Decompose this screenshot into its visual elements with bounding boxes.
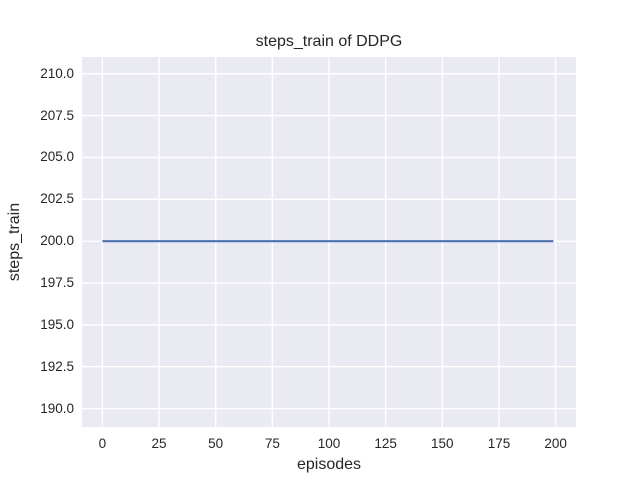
y-tick-label: 200.0 [40, 233, 74, 249]
y-tick-label: 192.5 [40, 358, 74, 374]
y-tick-label: 205.0 [40, 149, 74, 165]
y-tick-label: 202.5 [40, 191, 74, 207]
x-tick-label: 100 [317, 436, 341, 451]
x-tick-label: 50 [208, 436, 224, 451]
plot-canvas [82, 57, 576, 427]
plot-area [82, 57, 576, 427]
y-tick-label: 195.0 [40, 316, 74, 332]
chart-title: steps_train of DDPG [255, 33, 403, 50]
x-tick-label: 125 [374, 436, 397, 451]
y-tick-label: 210.0 [40, 65, 74, 81]
x-tick-label: 150 [431, 436, 454, 451]
y-tick-label: 197.5 [40, 275, 74, 291]
y-tick-label: 190.0 [40, 400, 74, 416]
x-tick-label: 200 [544, 436, 567, 451]
x-tick-label: 0 [98, 436, 107, 451]
x-tick-label: 75 [264, 436, 280, 451]
x-axis-label: episodes [296, 456, 362, 473]
x-tick-label: 25 [151, 436, 167, 451]
x-tick-label: 175 [487, 436, 511, 451]
y-tick-label: 207.5 [40, 107, 74, 123]
